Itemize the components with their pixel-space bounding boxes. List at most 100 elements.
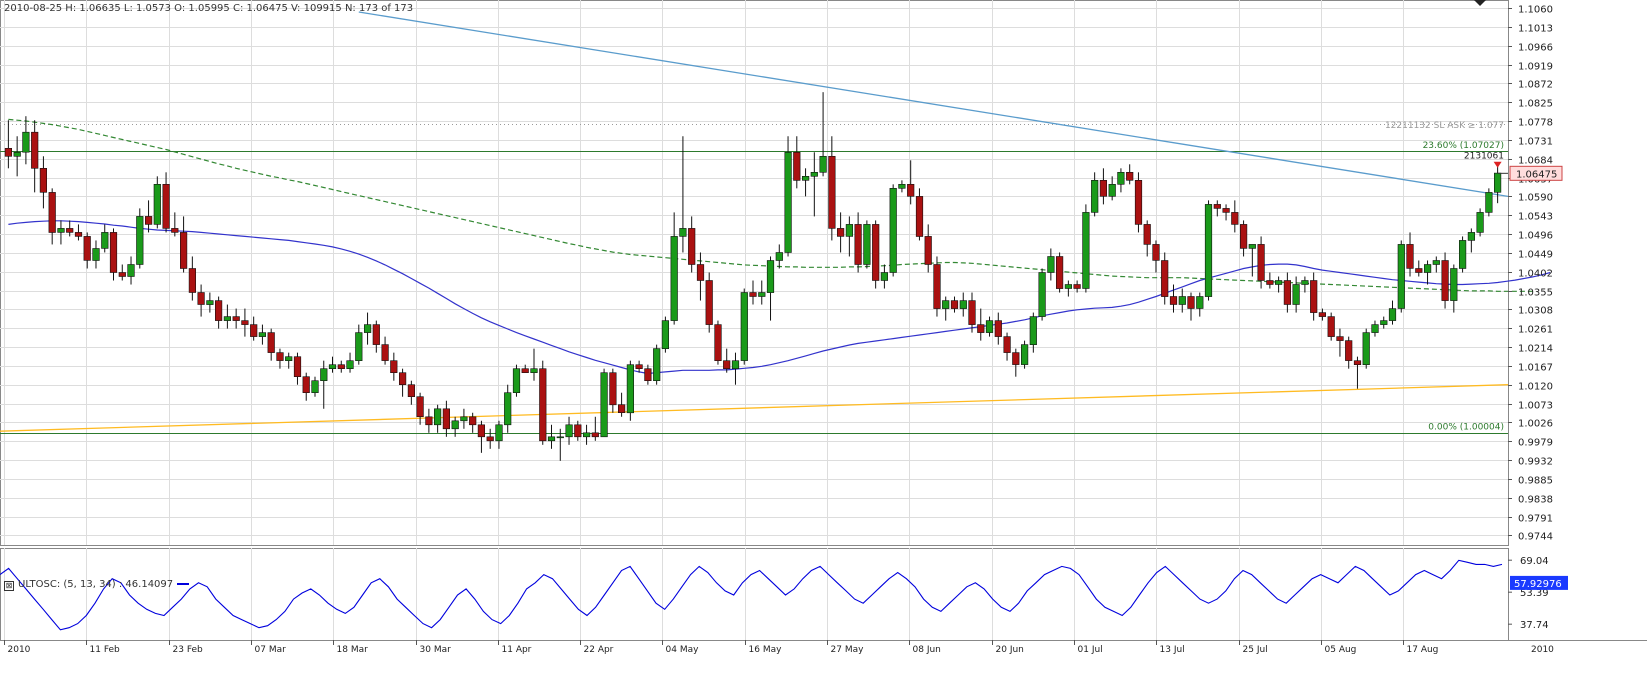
price-tick-label: 1.0966	[1518, 43, 1553, 54]
price-tick-label: 1.0167	[1518, 363, 1553, 374]
price-tick-label: 0.9885	[1518, 476, 1553, 487]
candle-body	[933, 264, 941, 309]
candle-body	[714, 324, 722, 362]
candle-body	[1459, 240, 1467, 269]
candle-body	[381, 344, 389, 361]
candle-body	[258, 332, 267, 337]
candle-body	[145, 216, 153, 225]
candle-body	[512, 368, 521, 394]
candle-body	[363, 324, 372, 333]
candle-body	[907, 184, 915, 197]
candle-body	[1432, 260, 1440, 265]
candle-body	[1415, 268, 1423, 273]
date-tick-label: 07 Mar	[255, 645, 287, 655]
oscillator-close-icon[interactable]: ⊠	[4, 581, 14, 591]
candle-body	[469, 416, 477, 426]
price-tick-label: 0.9979	[1518, 438, 1553, 449]
candle-body	[1117, 172, 1125, 185]
oscillator-tick-label: 53.39	[1520, 588, 1549, 599]
candle-body	[206, 300, 214, 305]
candle-body	[1204, 204, 1213, 297]
candle-body	[1240, 224, 1248, 249]
date-tick-label: 25 Jul	[1243, 645, 1268, 655]
price-tick-label: 1.0214	[1518, 344, 1553, 355]
candle-body	[13, 152, 21, 157]
oscillator-line	[0, 559, 1503, 631]
candle-body	[977, 324, 985, 333]
candle-body	[688, 228, 696, 265]
candle-body	[407, 384, 416, 398]
candle-body	[223, 316, 232, 321]
candle-body	[793, 152, 801, 181]
candle-body	[863, 224, 871, 265]
candle-body	[1161, 260, 1169, 297]
price-tick-label: 1.0731	[1518, 137, 1553, 148]
candle-body	[784, 152, 792, 253]
candle-body	[1152, 244, 1160, 261]
stop-loss-label: 12211132 SL ASK ≥ 1.077	[1385, 121, 1504, 131]
candle-body	[4, 148, 12, 157]
date-tick-label: 2010	[8, 645, 31, 655]
candle-body	[1362, 332, 1370, 366]
candle-body	[442, 408, 451, 430]
date-tick-label: 22 Apr	[584, 645, 614, 655]
candle-body	[48, 192, 56, 233]
candle-body	[1336, 336, 1344, 341]
candle-body	[626, 364, 634, 414]
candle-body	[635, 364, 643, 370]
candle-body	[1178, 296, 1186, 305]
candle-body	[293, 356, 302, 378]
candle-body	[355, 332, 363, 362]
candle-body	[1441, 260, 1449, 301]
candle-body	[1283, 280, 1291, 305]
candle-body	[880, 272, 888, 281]
trendline-upper	[358, 11, 1509, 198]
candle-body	[854, 224, 862, 265]
candle-body	[1222, 208, 1230, 213]
candle-body	[486, 436, 494, 442]
candle-body	[801, 176, 810, 181]
oscillator-last-value: 57.92976	[1514, 579, 1562, 590]
candle-body	[845, 224, 853, 237]
candle-body	[1476, 212, 1484, 233]
candle-body	[451, 420, 459, 430]
candle-body	[670, 236, 678, 321]
candle-body	[118, 272, 126, 277]
candle-body	[828, 156, 836, 229]
candle-body	[1327, 316, 1335, 337]
candle-body	[250, 324, 258, 337]
candle-body	[1213, 204, 1221, 209]
candle-body	[1169, 296, 1178, 305]
candle-body	[609, 372, 617, 406]
trade-marker-icon	[1493, 161, 1502, 168]
price-tick-label: 1.1013	[1518, 24, 1553, 35]
price-tick-label: 0.9744	[1518, 532, 1553, 543]
candle-body	[547, 436, 556, 442]
candle-body	[1450, 268, 1458, 301]
candle-body	[390, 360, 398, 374]
scroll-down-icon	[1474, 0, 1486, 6]
candle-body	[162, 184, 170, 229]
candle-body	[1371, 324, 1379, 333]
candle-body	[398, 372, 407, 386]
candle-body	[898, 184, 906, 189]
candle-body	[653, 348, 661, 382]
candle-body	[1248, 244, 1256, 249]
price-tick-label: 1.0308	[1518, 306, 1553, 317]
date-tick-label: 04 May	[666, 645, 700, 655]
candle-body	[1056, 256, 1064, 289]
candle-body	[477, 424, 486, 438]
candle-body	[302, 376, 310, 394]
price-tick-label: 1.0825	[1518, 99, 1553, 110]
candle-body	[1292, 284, 1300, 305]
candle-body	[1388, 308, 1397, 321]
date-tick-label: 13 Jul	[1160, 645, 1185, 655]
candle-body	[416, 396, 424, 418]
candle-body	[1310, 280, 1318, 313]
date-tick-label: 11 Apr	[502, 645, 532, 655]
candle-body	[1380, 320, 1388, 325]
candle-body	[320, 368, 328, 382]
candle-body	[942, 300, 950, 309]
candle-body	[1196, 296, 1204, 309]
date-tick-label: 2010	[1531, 645, 1554, 655]
